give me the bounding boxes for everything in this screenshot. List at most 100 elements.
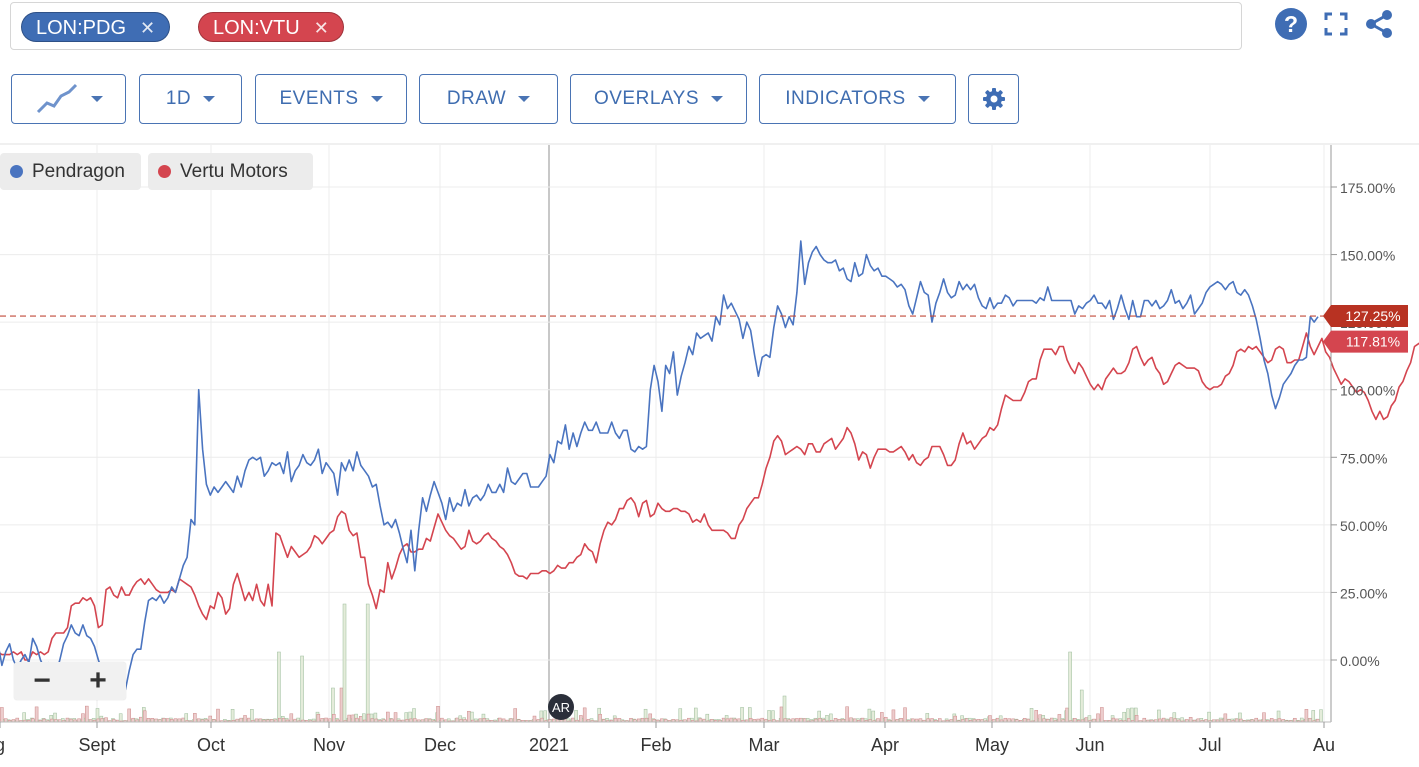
volume-bar — [891, 709, 896, 723]
volume-bar — [721, 717, 726, 723]
volume-bar — [799, 717, 803, 723]
volume-bar — [1073, 718, 1077, 723]
x-tick-label: 2021 — [529, 735, 569, 755]
volume-bar — [15, 717, 20, 723]
legend-label: Vertu Motors — [180, 160, 288, 182]
draw-button[interactable]: DRAW — [419, 74, 558, 124]
zoom-in-button[interactable]: + — [89, 664, 107, 697]
volume-bar — [339, 687, 344, 723]
interval-button[interactable]: 1D — [139, 74, 242, 124]
volume-bar — [142, 710, 147, 723]
volume-bar — [424, 718, 429, 723]
volume-bar — [629, 717, 633, 723]
volume-bar — [467, 710, 471, 723]
events-button[interactable]: EVENTS — [255, 74, 407, 124]
legend-item-vertu-motors[interactable]: Vertu Motors — [148, 153, 313, 190]
volume-bar — [324, 717, 328, 723]
volume-bar — [571, 717, 575, 723]
volume-bar — [687, 717, 691, 723]
volume-bar — [278, 717, 282, 723]
y-tick-label: 150.00% — [1340, 248, 1395, 264]
volume-bar — [818, 718, 822, 723]
y-tick-label: 0.00% — [1340, 653, 1380, 669]
volume-bar — [359, 716, 363, 723]
volume-bars — [0, 603, 1323, 723]
volume-bar — [85, 705, 89, 723]
volume-bar — [131, 717, 135, 723]
indicators-label: INDICATORS — [785, 88, 906, 109]
symbol-chip-pdg[interactable]: LON:PDG ✕ — [21, 12, 171, 42]
last-value-badge — [1323, 330, 1408, 353]
help-icon[interactable]: ? — [1273, 6, 1309, 42]
settings-button[interactable] — [968, 74, 1019, 124]
draw-label: DRAW — [446, 88, 507, 109]
volume-bar — [1319, 709, 1323, 723]
indicators-button[interactable]: INDICATORS — [759, 74, 956, 124]
volume-bar — [386, 711, 390, 723]
volume-bar — [938, 718, 942, 723]
volume-bar — [1100, 707, 1104, 723]
y-tick-label: 25.00% — [1340, 585, 1387, 601]
last-value-text: 117.81% — [1346, 334, 1400, 350]
volume-bar — [347, 714, 351, 723]
volume-bar — [1169, 717, 1174, 723]
x-tick-label: Sept — [78, 735, 115, 755]
symbol-search-bar[interactable]: LON:PDG ✕ LON:VTU ✕ — [10, 2, 1242, 50]
volume-bar — [899, 718, 903, 723]
x-tick-label: Au — [1313, 735, 1335, 755]
fullscreen-icon[interactable] — [1318, 6, 1354, 42]
zoom-control: − + — [14, 662, 126, 700]
legend-dot — [10, 165, 23, 178]
volume-bar — [498, 717, 502, 723]
volume-bar — [930, 718, 934, 723]
volume-bar — [1304, 709, 1309, 723]
last-value-text: 127.25% — [1345, 308, 1400, 324]
overlays-button[interactable]: OVERLAYS — [570, 74, 747, 124]
volume-bar — [1079, 689, 1084, 723]
events-label: EVENTS — [279, 88, 359, 109]
volume-bar — [760, 717, 764, 723]
volume-bar — [81, 713, 85, 723]
gear-icon — [982, 88, 1005, 110]
volume-bar — [277, 651, 281, 723]
volume-bar — [243, 715, 247, 723]
volume-bar — [1311, 710, 1316, 723]
volume-bar — [34, 706, 39, 723]
volume-bar — [1269, 718, 1274, 723]
symbol-chip-label: LON:VTU — [213, 17, 300, 39]
volume-bar — [779, 706, 784, 723]
volume-bar — [193, 713, 197, 723]
remove-symbol-icon[interactable]: ✕ — [313, 18, 329, 38]
volume-bar — [1068, 651, 1072, 723]
volume-bar — [166, 718, 170, 723]
chart-grid — [0, 145, 1331, 722]
series-line-pendragon — [0, 240, 1319, 691]
chevron-down-icon — [711, 96, 724, 102]
symbol-chip-vtu[interactable]: LON:VTU ✕ — [198, 12, 344, 42]
x-tick-label: Feb — [640, 735, 671, 755]
x-tick-label: Jul — [1198, 735, 1221, 755]
volume-bar — [1130, 707, 1134, 723]
volume-bar — [883, 716, 888, 723]
volume-bar — [1038, 714, 1042, 723]
volume-bar — [181, 717, 186, 723]
volume-bar — [1029, 708, 1034, 723]
volume-bar — [1065, 707, 1069, 723]
volume-bar — [953, 715, 957, 723]
volume-bar — [1084, 717, 1089, 723]
chart-type-button[interactable] — [11, 74, 126, 124]
svg-text:?: ? — [1284, 11, 1298, 37]
zoom-out-button[interactable]: − — [33, 664, 51, 697]
overlays-label: OVERLAYS — [593, 88, 700, 109]
remove-symbol-icon[interactable]: ✕ — [140, 18, 156, 38]
legend-item-pendragon[interactable]: Pendragon — [0, 153, 141, 190]
x-tick-label: Oct — [197, 735, 225, 755]
event-marker-circle — [548, 694, 574, 720]
symbol-chip-label: LON:PDG — [36, 17, 127, 39]
volume-bar — [860, 717, 865, 723]
share-icon[interactable] — [1361, 6, 1397, 42]
volume-bar — [582, 707, 587, 723]
chevron-down-icon — [917, 96, 930, 102]
volume-bar — [366, 713, 371, 723]
